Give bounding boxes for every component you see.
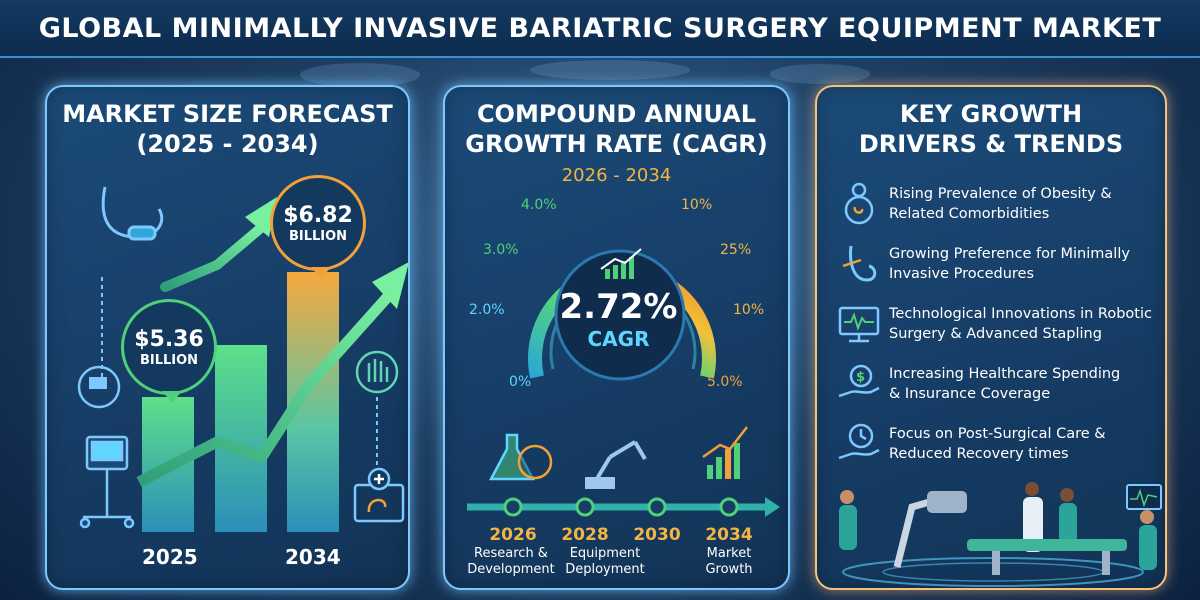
timeline-year-2026: 2026 [489, 525, 537, 545]
gauge-center [554, 249, 686, 381]
trend-arrow-lower [136, 288, 397, 487]
cagr-title-line1: COMPOUND ANNUAL [476, 100, 757, 128]
trend-arrow-upper-head [245, 197, 277, 237]
timeline-label-1b: Development [467, 562, 555, 577]
cagr-gauge [467, 248, 780, 517]
driver-2-line2: Invasive Procedures [889, 266, 1035, 282]
hand-tool-icon [355, 350, 399, 394]
cagr-title-line2: GROWTH RATE (CAGR) [465, 130, 768, 158]
gauge-right-1: 10% [681, 197, 713, 213]
money-hand-icon: $ [838, 364, 880, 398]
timeline-label-4a: Market [706, 546, 752, 561]
laparoscope-icon [77, 365, 121, 409]
timeline-label-2a: Equipment [569, 546, 641, 561]
market-growth-chart [77, 186, 408, 532]
surgical-cart-icon [79, 435, 135, 529]
start-value-bubble: $5.36 BILLION [121, 299, 217, 403]
driver-5-line2: Reduced Recovery times [889, 446, 1069, 462]
robotic-arm-icon [585, 440, 647, 489]
driver-item-technology: Technological Innovations in Robotic Surg… [835, 299, 1165, 349]
page-title: GLOBAL MINIMALLY INVASIVE BARIATRIC SURG… [38, 12, 1162, 44]
growth-chart-icon [702, 426, 748, 479]
end-year-label: 2034 [285, 545, 341, 569]
cagr-label: CAGR [587, 327, 650, 351]
end-unit: BILLION [288, 228, 348, 244]
stomach-icon [842, 245, 877, 282]
driver-1-line1: Rising Prevalence of Obesity & [889, 186, 1112, 202]
market-size-title: MARKET SIZE FORECAST [62, 100, 393, 128]
timeline-label-1a: Research & [474, 546, 548, 561]
market-size-period: (2025 - 2034) [136, 130, 319, 158]
start-unit: BILLION [139, 352, 199, 368]
trend-arrow-upper [160, 222, 267, 292]
gauge-right-4: 5.0% [707, 374, 743, 390]
driver-4-line2: & Insurance Coverage [889, 386, 1051, 402]
surgery-team-illustration [839, 482, 1162, 587]
svg-text:$: $ [856, 370, 865, 385]
timeline-arrow-head [765, 497, 780, 517]
timeline-label-2b: Deployment [565, 562, 645, 577]
timeline-year-2028: 2028 [561, 525, 609, 545]
stomach-band-icon [101, 186, 164, 241]
driver-item-minimally-invasive: Growing Preference for Minimally Invasive… [835, 239, 1165, 289]
trend-arrow-lower-head [372, 262, 408, 309]
market-size-panel: MARKET SIZE FORECAST (2025 - 2034) [45, 85, 410, 590]
monitor-icon [838, 306, 880, 343]
title-bar: GLOBAL MINIMALLY INVASIVE BARIATRIC SURG… [0, 0, 1200, 58]
driver-2-line1: Growing Preference for Minimally [889, 246, 1130, 262]
timeline-label-4b: Growth [705, 562, 753, 577]
drivers-title-line1: KEY GROWTH [899, 100, 1083, 128]
gauge-right-3: 10% [733, 302, 765, 318]
mini-bar-chart-icon [600, 248, 642, 279]
driver-item-spending: $ Increasing Healthcare Spending & Insura… [835, 359, 1165, 409]
cagr-period: 2026 - 2034 [561, 165, 672, 186]
drivers-title-line2: DRIVERS & TRENDS [858, 130, 1124, 158]
flask-icon [488, 433, 553, 481]
driver-3-line2: Surgery & Advanced Stapling [889, 326, 1102, 342]
start-value: $5.36 [134, 326, 204, 352]
driver-item-obesity: Rising Prevalence of Obesity & Related Co… [835, 179, 1165, 229]
driver-1-line2: Related Comorbidities [889, 206, 1050, 222]
driver-4-line1: Increasing Healthcare Spending [889, 366, 1121, 382]
body-icon [844, 182, 874, 225]
timeline-year-2034: 2034 [705, 525, 753, 545]
driver-5-line1: Focus on Post-Surgical Care & [889, 426, 1106, 442]
drivers-panel: KEY GROWTH DRIVERS & TRENDS Rising Preva… [815, 85, 1167, 590]
gauge-right-2: 25% [720, 242, 752, 258]
medical-box-icon [353, 467, 405, 523]
gauge-left-3: 2.0% [469, 302, 505, 318]
clock-hand-icon [838, 423, 880, 460]
end-value: $6.82 [283, 202, 353, 228]
cagr-value: 2.72% [559, 287, 678, 327]
timeline-year-2030: 2030 [633, 525, 681, 545]
start-year-label: 2025 [142, 545, 198, 569]
cagr-panel: COMPOUND ANNUAL GROWTH RATE (CAGR) 2026 … [443, 85, 790, 590]
gauge-left-4: 0% [509, 374, 532, 390]
driver-item-post-surgical: Focus on Post-Surgical Care & Reduced Rec… [835, 419, 1165, 469]
driver-3-line1: Technological Innovations in Robotic [889, 306, 1152, 322]
gauge-left-2: 3.0% [483, 242, 519, 258]
gauge-left-1: 4.0% [521, 197, 557, 213]
end-value-bubble: $6.82 BILLION [270, 175, 366, 279]
